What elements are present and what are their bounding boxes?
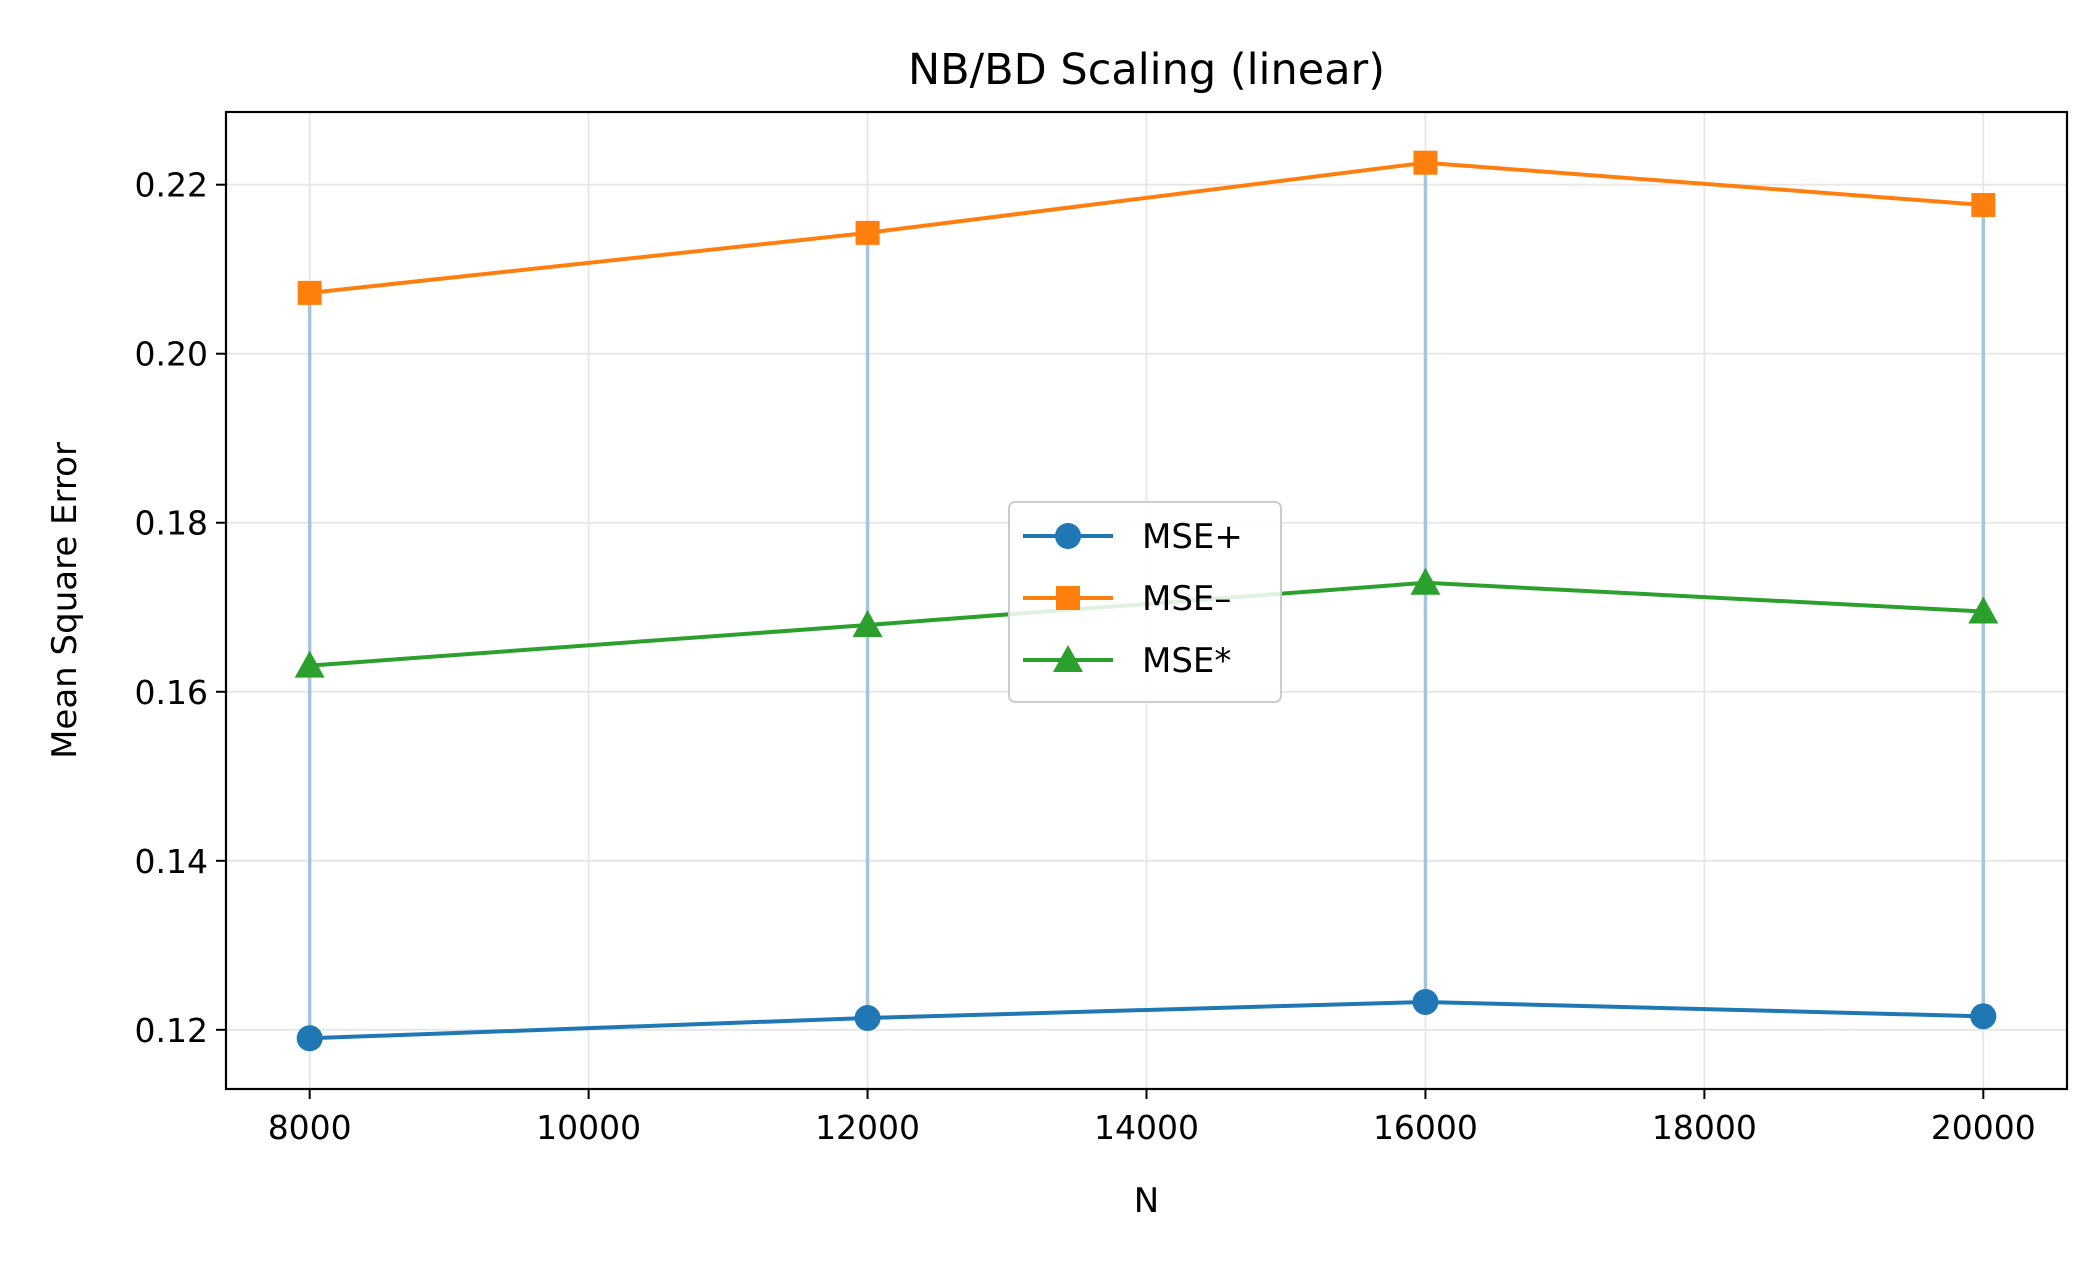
data-point bbox=[1968, 596, 1999, 624]
legend: MSE+ MSE– MSE* bbox=[1008, 501, 1282, 703]
y-tick-label: 0.14 bbox=[135, 842, 208, 881]
legend-box bbox=[1008, 501, 1282, 703]
data-point bbox=[1412, 988, 1439, 1015]
y-tick-label: 0.18 bbox=[135, 504, 208, 543]
data-point bbox=[294, 650, 325, 678]
series-2 bbox=[297, 150, 1996, 305]
y-tick-label: 0.20 bbox=[135, 335, 208, 374]
legend-label: MSE– bbox=[1142, 579, 1231, 619]
data-point bbox=[297, 280, 322, 305]
y-tick-label: 0.12 bbox=[135, 1011, 208, 1050]
y-tick-label: 0.22 bbox=[135, 166, 208, 205]
x-tick-label: 18000 bbox=[1652, 1108, 1757, 1147]
axis-ticks: 8000 10000 12000 14000 16000 18000 20000 0.12 0.… bbox=[135, 166, 2036, 1147]
legend-label: MSE* bbox=[1142, 641, 1231, 681]
x-axis-label: N bbox=[1134, 1181, 1159, 1221]
data-point bbox=[296, 1025, 323, 1052]
chart-title: NB/BD Scaling (linear) bbox=[908, 45, 1385, 95]
x-tick-label: 12000 bbox=[815, 1108, 920, 1147]
data-point bbox=[854, 1005, 881, 1032]
legend-item: MSE* bbox=[1023, 641, 1231, 681]
legend-item: MSE– bbox=[1023, 579, 1231, 619]
data-point bbox=[855, 220, 880, 245]
series-line bbox=[309, 160, 1984, 295]
data-point bbox=[852, 610, 883, 638]
legend-marker bbox=[1053, 645, 1083, 672]
legend-label: MSE+ bbox=[1142, 517, 1243, 557]
x-tick-label: 20000 bbox=[1931, 1108, 2036, 1147]
data-point bbox=[1413, 150, 1438, 175]
data-point bbox=[1410, 567, 1441, 595]
x-tick-label: 16000 bbox=[1373, 1108, 1478, 1147]
y-tick-label: 0.16 bbox=[135, 673, 208, 712]
series-1 bbox=[296, 988, 1997, 1052]
legend-marker bbox=[1055, 523, 1081, 549]
series-line bbox=[309, 999, 1984, 1041]
x-tick-label: 8000 bbox=[268, 1108, 352, 1147]
legend-item: MSE+ bbox=[1023, 517, 1243, 557]
x-tick-label: 14000 bbox=[1094, 1108, 1199, 1147]
legend-marker bbox=[1056, 586, 1080, 610]
data-point bbox=[1971, 192, 1996, 217]
x-tick-label: 10000 bbox=[536, 1108, 641, 1147]
data-point bbox=[1970, 1003, 1997, 1030]
y-axis-label: Mean Square Error bbox=[45, 442, 85, 759]
